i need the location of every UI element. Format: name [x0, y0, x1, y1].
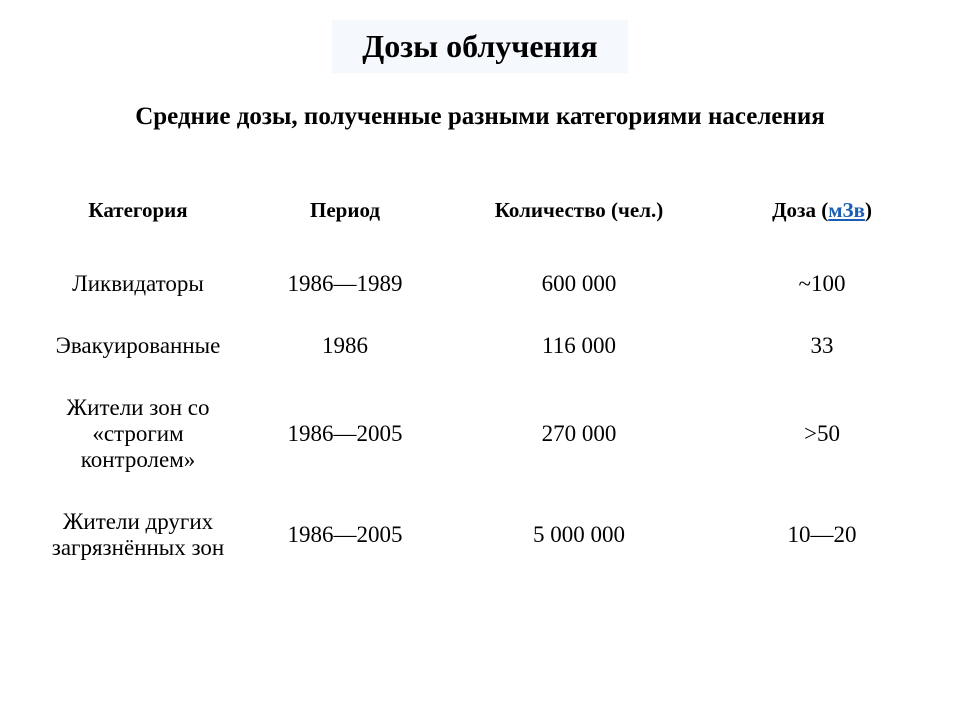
cell-category: Эвакуированные [30, 315, 246, 377]
count-prefix: Количество ( [495, 198, 618, 222]
cell-period: 1986 [246, 315, 444, 377]
doses-table: Категория Период Количество (чел.) Доза … [30, 186, 930, 579]
cell-category: Жители других загрязнённых зон [30, 491, 246, 579]
cell-count: 600 000 [444, 253, 714, 315]
col-dose: Доза (мЗв) [714, 186, 930, 253]
cell-period: 1986—2005 [246, 491, 444, 579]
cell-dose: 10—20 [714, 491, 930, 579]
cell-dose: >50 [714, 377, 930, 491]
table-row: Ликвидаторы 1986—1989 600 000 ~100 [30, 253, 930, 315]
col-count: Количество (чел.) [444, 186, 714, 253]
page-subtitle: Средние дозы, полученные разными категор… [30, 103, 930, 131]
cell-count: 5 000 000 [444, 491, 714, 579]
cell-category: Жители зон со «строгим контролем» [30, 377, 246, 491]
table-row: Жители других загрязнённых зон 1986—2005… [30, 491, 930, 579]
dose-close: ) [865, 198, 872, 222]
table-row: Эвакуированные 1986 116 000 33 [30, 315, 930, 377]
dose-prefix: Доза ( [772, 198, 828, 222]
cell-category: Ликвидаторы [30, 253, 246, 315]
cell-count: 116 000 [444, 315, 714, 377]
cell-period: 1986—1989 [246, 253, 444, 315]
count-close: ) [656, 198, 663, 222]
dose-unit-link[interactable]: мЗв [828, 198, 865, 222]
table-header-row: Категория Период Количество (чел.) Доза … [30, 186, 930, 253]
count-suffix: чел. [618, 198, 656, 222]
cell-count: 270 000 [444, 377, 714, 491]
table-row: Жители зон со «строгим контролем» 1986—2… [30, 377, 930, 491]
cell-dose: ~100 [714, 253, 930, 315]
cell-dose: 33 [714, 315, 930, 377]
page-title: Дозы облучения [332, 20, 627, 73]
cell-period: 1986—2005 [246, 377, 444, 491]
col-period: Период [246, 186, 444, 253]
col-category: Категория [30, 186, 246, 253]
